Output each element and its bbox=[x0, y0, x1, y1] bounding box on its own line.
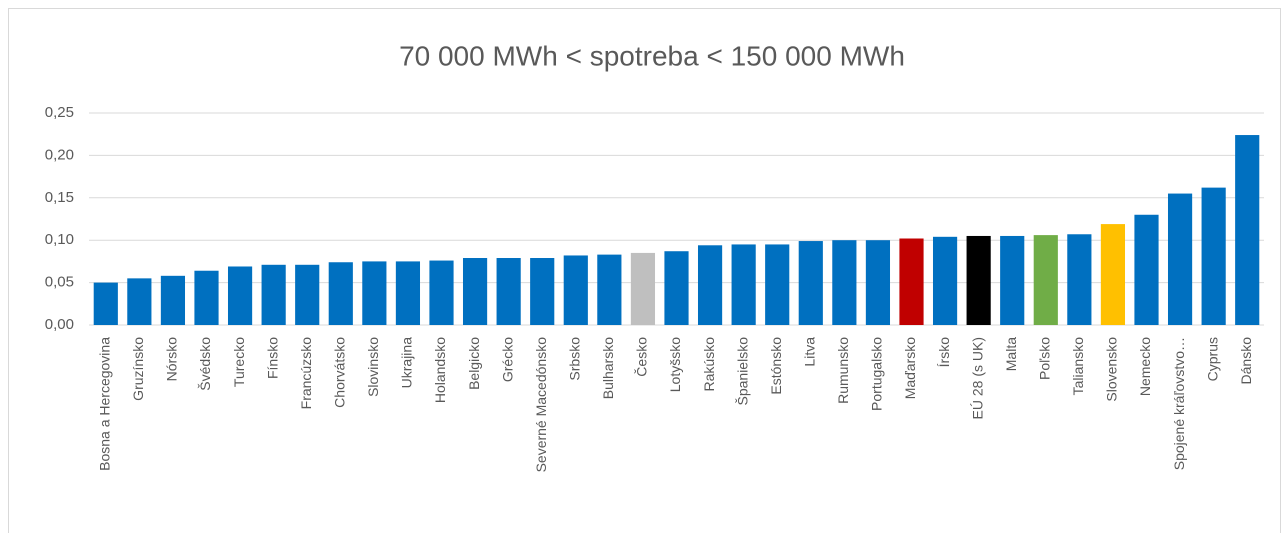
x-tick-label: Lotyšsko bbox=[667, 337, 683, 392]
x-tick-label: Belgicko bbox=[466, 337, 482, 390]
y-tick-label: 0,10 bbox=[45, 231, 74, 248]
bar bbox=[597, 254, 622, 325]
chart-title: 70 000 MWh < spotreba < 150 000 MWh bbox=[399, 40, 905, 71]
x-tick-label: Francúzsko bbox=[298, 337, 314, 410]
bar bbox=[563, 255, 588, 325]
bar bbox=[1134, 214, 1159, 325]
x-tick-label: Slovinsko bbox=[365, 337, 381, 397]
x-tick-label: Srbsko bbox=[566, 337, 582, 381]
x-tick-label: Chorvátsko bbox=[331, 337, 347, 408]
x-tick-label: Rakúsko bbox=[701, 337, 717, 392]
x-tick-label: EÚ 28 (s UK) bbox=[969, 337, 985, 419]
bar bbox=[932, 236, 958, 325]
y-tick-label: 0,00 bbox=[45, 316, 74, 333]
bar bbox=[798, 241, 823, 325]
y-tick-label: 0,25 bbox=[45, 104, 74, 121]
x-tick-label: Turecko bbox=[231, 337, 247, 387]
bar bbox=[462, 258, 488, 325]
bar bbox=[865, 240, 891, 325]
x-tick-label: Fínsko bbox=[264, 337, 280, 379]
bar bbox=[1067, 234, 1092, 325]
x-tick-label: Slovensko bbox=[1104, 337, 1120, 402]
x-tick-label: Litva bbox=[801, 337, 817, 367]
y-tick-label: 0,05 bbox=[45, 274, 74, 291]
bar bbox=[395, 261, 421, 325]
bar bbox=[530, 258, 555, 325]
bar bbox=[127, 278, 152, 325]
x-tick-label: Ukrajina bbox=[399, 337, 415, 389]
x-tick-label: Švédsko bbox=[197, 337, 213, 391]
bar bbox=[630, 252, 656, 325]
bar bbox=[1033, 235, 1058, 325]
bar bbox=[664, 251, 689, 325]
x-tick-label: Nemecko bbox=[1137, 337, 1153, 396]
bar bbox=[899, 238, 924, 325]
bar bbox=[1100, 224, 1126, 325]
bar bbox=[832, 240, 857, 325]
bar bbox=[194, 270, 219, 325]
x-tick-label: Cyprus bbox=[1204, 337, 1220, 381]
x-tick-label: Severné Macedónsko bbox=[533, 337, 549, 473]
bar bbox=[1167, 193, 1193, 325]
y-tick-label: 0,15 bbox=[45, 189, 74, 206]
bar bbox=[295, 264, 320, 325]
x-tick-label: Taliansko bbox=[1070, 337, 1086, 396]
x-tick-label: Bulharsko bbox=[600, 337, 616, 399]
x-tick-label: Rumunsko bbox=[835, 337, 851, 404]
bar bbox=[227, 266, 253, 325]
x-tick-label: Estónsko bbox=[768, 337, 784, 395]
bar bbox=[261, 264, 286, 325]
bar bbox=[697, 245, 723, 325]
bar bbox=[496, 258, 521, 325]
x-tick-label: Gruzínsko bbox=[130, 337, 146, 401]
x-tick-label: Nórsko bbox=[164, 337, 180, 382]
y-tick-label: 0,20 bbox=[45, 146, 74, 163]
x-tick-label: Bosna a Hercegovina bbox=[96, 337, 112, 471]
x-tick-label: Holandsko bbox=[432, 337, 448, 403]
bar bbox=[362, 261, 387, 325]
x-tick-label: Írsko bbox=[936, 337, 952, 368]
bar bbox=[966, 235, 991, 325]
x-tick-label: Malta bbox=[1003, 337, 1019, 371]
x-tick-label: Česko bbox=[634, 337, 650, 377]
x-tick-label: Poľsko bbox=[1036, 337, 1052, 380]
x-tick-label: Maďarsko bbox=[902, 337, 918, 400]
bar bbox=[93, 282, 118, 325]
bar bbox=[1201, 187, 1226, 325]
bar bbox=[429, 260, 454, 325]
bar bbox=[731, 244, 756, 325]
x-tick-label: Grécko bbox=[499, 337, 515, 382]
bar bbox=[160, 275, 186, 325]
bar bbox=[1235, 135, 1260, 325]
x-tick-label: Spojené kráľovstvo… bbox=[1171, 337, 1187, 470]
bar bbox=[765, 244, 790, 325]
bar bbox=[328, 262, 353, 325]
x-tick-label: Dánsko bbox=[1238, 337, 1254, 385]
x-tick-label: Portugalsko bbox=[869, 337, 885, 411]
bar bbox=[1000, 235, 1025, 325]
x-tick-label: Španielsko bbox=[734, 337, 750, 406]
